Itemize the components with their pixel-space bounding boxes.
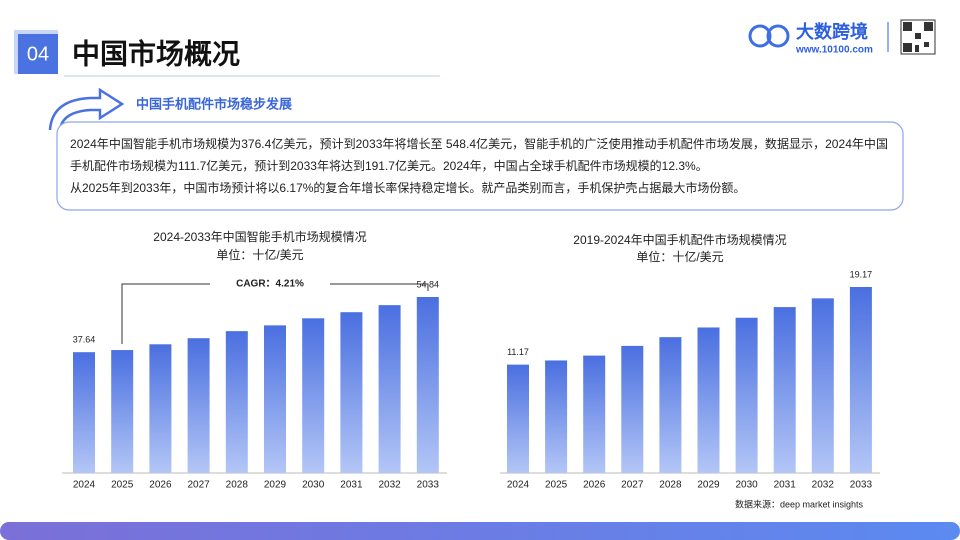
bar: [187, 338, 210, 473]
bar: [697, 327, 720, 473]
x-tick-label: 2026: [583, 480, 606, 491]
cagr-bracket: [121, 283, 210, 344]
number-box: [18, 34, 58, 74]
x-tick-label: 2024: [507, 480, 530, 491]
bar: [583, 355, 606, 473]
bar: [149, 344, 172, 473]
logo-url: www.10100.com: [795, 45, 873, 56]
source-note: 数据来源：deep market insights: [735, 498, 864, 509]
bar: [545, 360, 568, 473]
bar: [111, 350, 134, 473]
bar: [773, 307, 796, 473]
page-title: 中国市场概况: [72, 37, 240, 69]
bar: [73, 352, 95, 473]
x-tick-label: 2030: [302, 480, 325, 491]
x-tick-label: 2025: [545, 480, 568, 491]
cagr-bracket: [330, 283, 429, 291]
text-box: [56, 121, 904, 211]
chart-title: 2019-2024年中国手机配件市场规模情况: [573, 232, 786, 247]
x-tick-label: 2029: [264, 480, 287, 491]
x-tick-label: 2032: [812, 480, 835, 491]
bar: [378, 305, 401, 473]
x-tick-label: 2031: [340, 480, 363, 491]
x-tick-label: 2032: [378, 480, 401, 491]
x-tick-label: 2025: [111, 480, 134, 491]
logo-mark: [748, 24, 772, 48]
bar: [507, 364, 529, 473]
x-tick-label: 2027: [187, 480, 210, 491]
bar: [416, 297, 439, 473]
bar: [811, 298, 834, 473]
x-tick-label: 2028: [226, 480, 249, 491]
paragraph-line: 从2025年到2033年，中国市场预计将以6.17%的复合年增长率保持稳定增长。…: [70, 180, 745, 195]
chart-subtitle: 单位：十亿/美元: [636, 249, 723, 264]
x-tick-label: 2028: [659, 480, 682, 491]
cagr-annotation: CAGR：4.21%: [236, 279, 304, 290]
bar: [302, 318, 325, 473]
footer-band: [0, 522, 960, 540]
bar: [264, 325, 286, 473]
x-tick-label: 2026: [149, 480, 172, 491]
section-subtitle: 中国手机配件市场稳步发展: [136, 96, 293, 111]
bar: [225, 331, 248, 473]
x-tick-label: 2031: [774, 480, 797, 491]
qr-code: [900, 19, 936, 55]
logo-mark: [766, 24, 790, 48]
bar: [621, 345, 644, 473]
chart-title: 2024-2033年中国智能手机市场规模情况: [153, 229, 366, 244]
logo-name: 大数跨境: [796, 21, 868, 42]
data-label: 19.17: [850, 269, 873, 279]
paragraph-line: 2024年中国智能手机市场规模为376.4亿美元，预计到2033年将增长至 54…: [70, 136, 888, 151]
bar: [849, 287, 872, 473]
data-label: 11.17: [507, 347, 529, 357]
x-tick-label: 2033: [417, 480, 440, 491]
bar: [659, 337, 682, 473]
x-tick-label: 2030: [735, 480, 758, 491]
x-tick-label: 2033: [850, 480, 873, 491]
bar: [340, 312, 363, 473]
data-label: 37.64: [73, 335, 96, 345]
section-number: 04: [27, 43, 49, 65]
x-tick-label: 2029: [697, 480, 720, 491]
x-tick-label: 2024: [73, 480, 96, 491]
x-tick-label: 2027: [621, 480, 644, 491]
arrow-icon: [48, 87, 125, 131]
data-label: 54.84: [417, 279, 440, 289]
paragraph-line: 手机配件市场规模为111.7亿美元，预计到2033年将达到191.7亿美元。20…: [70, 158, 708, 173]
chart-subtitle: 单位：十亿/美元: [216, 247, 303, 262]
bar: [735, 317, 758, 473]
